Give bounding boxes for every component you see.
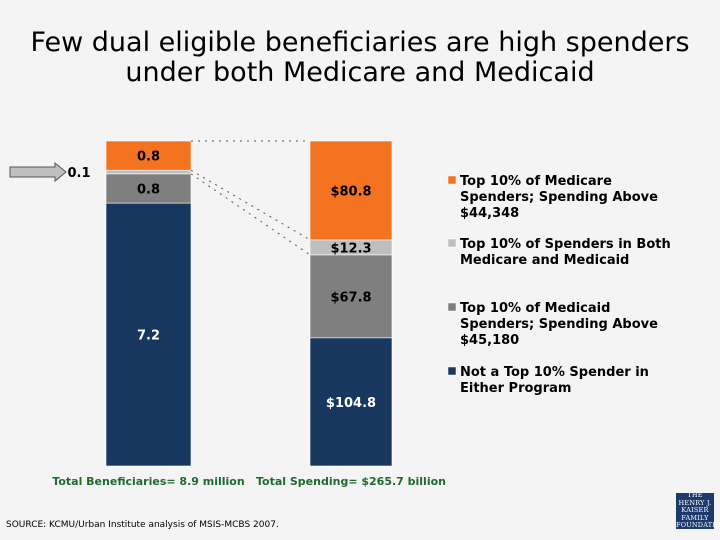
legend-label-3-line-2: Spenders; Spending Above bbox=[460, 317, 658, 332]
legend-label-4-line-1: Not a Top 10% Spender in bbox=[460, 365, 649, 380]
kaiser-family-foundation-logo: THE HENRY J. KAISER FAMILY FOUNDATION bbox=[676, 491, 720, 530]
logo-line-1: THE HENRY J. bbox=[678, 491, 712, 507]
bar-segment-1-4 bbox=[105, 140, 192, 171]
legend-label-1-line-2: Spenders; Spending Above bbox=[460, 190, 658, 205]
legend-label-2-line-2: Medicare and Medicaid bbox=[460, 253, 629, 268]
connector-line-2 bbox=[190, 169, 311, 241]
bar-value-label-1-1: 7.2 bbox=[137, 329, 160, 344]
bar-segment-1-2 bbox=[105, 173, 192, 204]
bar-segment-2-4 bbox=[309, 140, 393, 241]
bar-value-label-1-3: 0.1 bbox=[67, 166, 90, 181]
logo-line-4: FOUNDATION bbox=[676, 521, 720, 530]
logo-line-2: KAISER bbox=[681, 506, 709, 515]
bar-value-label-2-3: $12.3 bbox=[330, 241, 371, 256]
chart-title-line-2: under both Medicare and Medicaid bbox=[125, 57, 595, 88]
legend-label-3-line-3: $45,180 bbox=[460, 333, 519, 348]
connector-line-1 bbox=[190, 173, 311, 256]
bar-segment-1-3 bbox=[105, 169, 192, 175]
chart-title: Few dual eligible beneficiaries are high… bbox=[0, 28, 720, 88]
legend-label-2-line-1: Top 10% of Spenders in Both bbox=[460, 237, 671, 252]
bar-segment-2-2 bbox=[309, 254, 393, 339]
category-label-2: Total Spending= $265.7 billion bbox=[256, 475, 446, 488]
legend-swatch-1 bbox=[447, 175, 457, 185]
bar-segment-1-1 bbox=[105, 202, 192, 467]
bar-value-label-2-1: $104.8 bbox=[326, 396, 376, 411]
callout-arrow bbox=[9, 161, 67, 183]
legend-swatch-2 bbox=[447, 238, 457, 248]
legend-swatch-4 bbox=[447, 366, 457, 376]
chart-title-line-1: Few dual eligible beneficiaries are high… bbox=[30, 27, 690, 58]
bar-value-label-1-4: 0.8 bbox=[137, 150, 160, 165]
legend-label-4-line-2: Either Program bbox=[460, 381, 571, 396]
legend-label-1-line-3: $44,348 bbox=[460, 206, 519, 221]
category-label-1: Total Beneficiaries= 8.9 million bbox=[52, 475, 244, 488]
legend-label-3-line-1: Top 10% of Medicaid bbox=[460, 301, 610, 316]
legend-label-1-line-1: Top 10% of Medicare bbox=[460, 174, 612, 189]
logo-line-3: FAMILY bbox=[681, 513, 709, 522]
bar-value-label-2-4: $80.8 bbox=[330, 184, 371, 199]
legend-swatch-3 bbox=[447, 302, 457, 312]
bar-value-label-2-2: $67.8 bbox=[330, 290, 371, 305]
source-note: SOURCE: KCMU/Urban Institute analysis of… bbox=[6, 520, 279, 530]
bar-value-label-1-2: 0.8 bbox=[137, 182, 160, 197]
